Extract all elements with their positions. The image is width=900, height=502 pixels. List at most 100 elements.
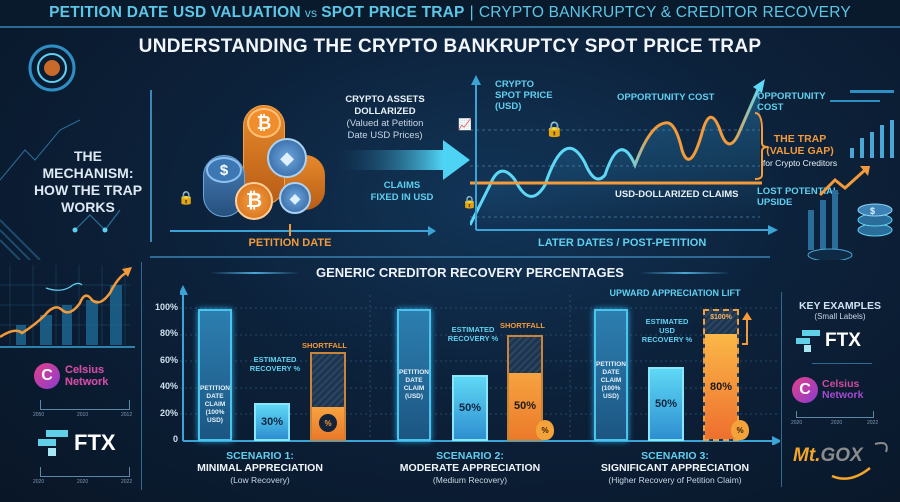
bar-estimated-recovery: 50% bbox=[648, 367, 684, 441]
bar-recovered: % bbox=[312, 407, 344, 439]
bar-recovered: 50% bbox=[509, 373, 541, 439]
claim-line: DATE bbox=[602, 369, 620, 376]
claim-label: PETITION DATE CLAIM (USD) bbox=[399, 369, 429, 401]
tick: 2022 bbox=[121, 479, 133, 485]
header-bar: PETITION DATE USD VALUATION vs SPOT PRIC… bbox=[0, 0, 900, 28]
petition-date-label: PETITION DATE bbox=[248, 237, 332, 249]
section-divider bbox=[150, 256, 770, 258]
header-part2: SPOT PRICE TRAP bbox=[321, 4, 465, 21]
y-tick: 40% bbox=[159, 381, 178, 391]
scenario-1-caption: SCENARIO 1: MINIMAL APPRECIATION (Low Re… bbox=[180, 450, 340, 486]
scenario-3-caption: SCENARIO 3: SIGNIFICANT APPRECIATION (Hi… bbox=[575, 450, 775, 486]
tick: 2022 bbox=[867, 420, 879, 426]
est-line: ESTIMATED bbox=[253, 355, 297, 364]
mechanism-heading: THE MECHANISM: HOW THE TRAP WORKS bbox=[28, 148, 148, 216]
divider bbox=[150, 90, 152, 242]
header-part1: PETITION DATE USD VALUATION bbox=[49, 4, 301, 21]
svg-text:$: $ bbox=[870, 206, 875, 216]
y-label-line3: (USD) bbox=[495, 101, 522, 112]
assets-sub1: (Valued at Petition bbox=[346, 118, 424, 129]
celsius-timeline: 2050 2010 2012 bbox=[33, 400, 132, 418]
mtgox-b: GOX bbox=[820, 445, 863, 466]
ftx-icon bbox=[796, 330, 820, 352]
upward-lift-label: UPWARD APPRECIATION LIFT bbox=[609, 288, 741, 298]
claims-fixed-label: CLAIMS FIXED IN USD bbox=[352, 180, 452, 204]
lost-upside-label: LOST POTENTIAL UPSIDE bbox=[757, 186, 839, 208]
ftx-logo: FTX bbox=[796, 330, 861, 352]
claim-line: (100% bbox=[205, 409, 225, 416]
lock-icon: 🔒 bbox=[178, 190, 195, 205]
mechanism-line1: THE MECHANISM: bbox=[42, 148, 134, 181]
key-timeline: 2020 2020 2022 bbox=[791, 411, 878, 426]
lock-icon: 🔒 bbox=[462, 195, 477, 209]
petition-marker bbox=[289, 224, 291, 236]
key-examples-title: KEY EXAMPLES bbox=[798, 300, 882, 312]
bar-shortfall: % bbox=[310, 352, 346, 441]
divider bbox=[812, 363, 872, 364]
value-gap-label: THE TRAP (VALUE GAP) for Crypto Creditor… bbox=[745, 133, 855, 169]
bar-estimated-recovery: 50% bbox=[452, 375, 488, 441]
y-tick: 60% bbox=[159, 355, 178, 365]
x-axis-label: LATER DATES / POST-PETITION bbox=[538, 237, 707, 249]
title-rule-left bbox=[210, 272, 300, 274]
ftx-logo: FTX bbox=[38, 430, 116, 456]
ftx-timeline: 2020 2020 2022 bbox=[33, 467, 132, 485]
bar-petition-claim: PETITION DATE CLAIM (USD) bbox=[397, 309, 431, 441]
tick: 2012 bbox=[121, 412, 133, 418]
assets-line2: DOLLARIZED bbox=[354, 106, 416, 117]
claim-line: USD) bbox=[603, 393, 619, 400]
shortfall-label: SHORTFALL bbox=[500, 321, 545, 330]
est-line: RECOVERY % bbox=[447, 334, 499, 343]
up-arrow-icon bbox=[742, 312, 752, 345]
scenario-title: SCENARIO 1: bbox=[226, 450, 294, 462]
claim-label: PETITION DATE CLAIM (100% USD) bbox=[596, 361, 626, 401]
est-line: ESTIMATED bbox=[451, 325, 495, 334]
claim-line: CLAIM bbox=[403, 385, 425, 392]
tick: 2010 bbox=[77, 412, 89, 418]
mtgox-a: Mt. bbox=[793, 445, 821, 466]
y-axis-ticks: 100% 80% 60% 40% 20% 0 bbox=[150, 302, 178, 444]
mechanism-line2: HOW THE TRAP bbox=[33, 182, 143, 198]
divider bbox=[781, 292, 782, 487]
spot-price-chart bbox=[470, 75, 778, 235]
y-tick: 80% bbox=[159, 328, 178, 338]
dollar-coin-icon: $ bbox=[206, 157, 242, 183]
bar-petition-claim: PETITION DATE CLAIM (100% USD) bbox=[594, 309, 628, 441]
celsius-line1: Celsius bbox=[65, 364, 105, 376]
celsius-line1: Celsius bbox=[822, 378, 860, 390]
tick: 2050 bbox=[33, 412, 45, 418]
header-separator: | bbox=[469, 4, 474, 21]
claim-line: DATE bbox=[206, 393, 224, 400]
tick: 2020 bbox=[77, 479, 89, 485]
bar-cap: $100% 80% bbox=[703, 309, 739, 441]
page-title: UNDERSTANDING THE CRYPTO BANKRUPTCY SPOT… bbox=[138, 36, 762, 57]
y-label-line1: CRYPTO bbox=[495, 79, 535, 90]
claim-line: PETITION bbox=[399, 369, 429, 376]
claim-line: USD) bbox=[207, 417, 223, 424]
ethereum-icon: ◆ bbox=[279, 182, 311, 214]
key-examples-panel: KEY EXAMPLES (Small Labels) bbox=[785, 300, 895, 321]
tick: 2020 bbox=[33, 479, 45, 485]
y-label-line2: SPOT PRICE bbox=[495, 90, 553, 101]
claim-line: (USD) bbox=[404, 393, 424, 400]
y-tick: 100% bbox=[154, 302, 178, 312]
spot-price-axis-label: CRYPTO SPOT PRICE (USD) bbox=[495, 79, 553, 112]
claim-line: CLAIM bbox=[204, 401, 226, 408]
left-panel bbox=[4, 262, 142, 490]
celsius-icon: C bbox=[34, 363, 60, 389]
celsius-line2: Network bbox=[822, 389, 864, 401]
header-vs: vs bbox=[304, 6, 318, 20]
title-rule-right bbox=[640, 272, 730, 274]
claim-line: (100% bbox=[601, 385, 621, 392]
est-line: ESTIMATED bbox=[645, 317, 689, 326]
timeline-arrow-icon bbox=[428, 226, 436, 236]
y-tick: 20% bbox=[159, 408, 178, 418]
scenario-name: MODERATE APPRECIATION bbox=[399, 462, 541, 474]
claim-label: PETITION DATE CLAIM (100% USD) bbox=[200, 385, 230, 425]
scenario-title: SCENARIO 2: bbox=[436, 450, 504, 462]
ftx-text: FTX bbox=[825, 330, 861, 351]
money-bag-icon: % bbox=[536, 420, 554, 440]
ethereum-icon: ◆ bbox=[267, 138, 307, 178]
celsius-line2: Network bbox=[65, 376, 109, 388]
